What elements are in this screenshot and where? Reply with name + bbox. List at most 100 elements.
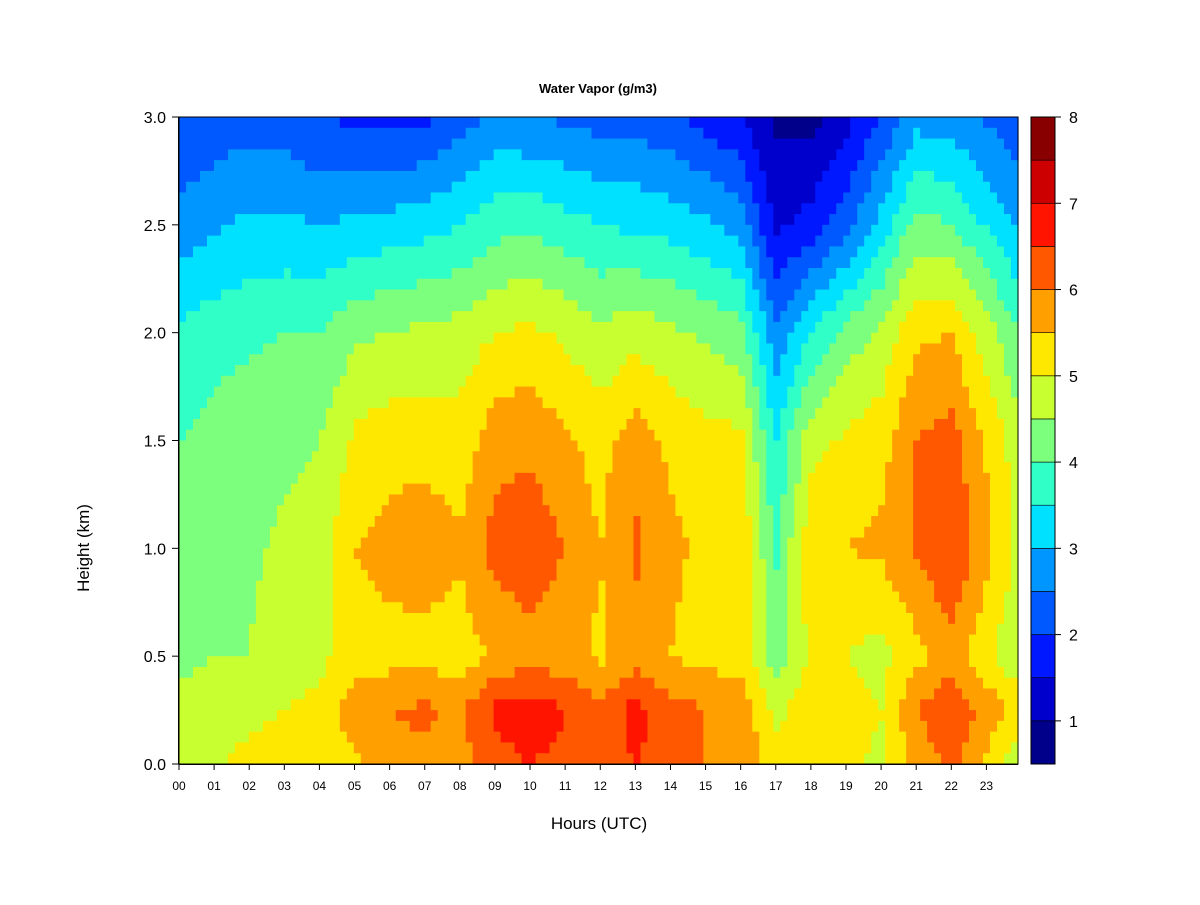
- heatmap-cell: [738, 699, 746, 711]
- heatmap-cell: [591, 203, 600, 215]
- heatmap-cell: [675, 149, 683, 161]
- heatmap-cell: [472, 494, 481, 506]
- heatmap-cell: [339, 472, 348, 485]
- heatmap-cell: [255, 569, 264, 582]
- heatmap-cell: [353, 117, 362, 129]
- heatmap-cell: [465, 548, 474, 560]
- heatmap-cell: [465, 505, 474, 517]
- heatmap-cell: [570, 526, 579, 539]
- heatmap-cell: [654, 354, 663, 366]
- heatmap-cell: [297, 526, 306, 539]
- heatmap-cell: [430, 688, 439, 700]
- heatmap-cell: [493, 731, 502, 744]
- heatmap-cell: [717, 289, 725, 301]
- heatmap-cell: [710, 451, 718, 463]
- heatmap-cell: [227, 634, 236, 646]
- heatmap-cell: [710, 354, 718, 366]
- heatmap-cell: [262, 127, 271, 140]
- heatmap-cell: [416, 160, 425, 172]
- heatmap-cell: [703, 613, 711, 625]
- heatmap-cell: [465, 300, 474, 312]
- heatmap-cell: [318, 505, 327, 517]
- heatmap-cell: [395, 332, 404, 345]
- heatmap-cell: [696, 731, 704, 744]
- heatmap-cell: [409, 117, 418, 129]
- heatmap-cell: [262, 408, 271, 420]
- heatmap-cell: [710, 602, 718, 614]
- heatmap-cell: [444, 375, 453, 388]
- heatmap-cell: [745, 267, 753, 280]
- heatmap-cell: [465, 214, 474, 226]
- heatmap-cell: [409, 289, 418, 301]
- heatmap-cell: [451, 505, 460, 517]
- heatmap-cell: [192, 418, 201, 431]
- heatmap-cell: [262, 472, 271, 485]
- heatmap-cell: [556, 365, 565, 377]
- heatmap-cell: [640, 375, 649, 388]
- heatmap-cell: [675, 613, 683, 625]
- heatmap-cell: [612, 235, 621, 247]
- heatmap-cell: [654, 127, 663, 140]
- heatmap-cell: [213, 634, 222, 646]
- heatmap-cell: [675, 515, 683, 528]
- heatmap-cell: [731, 483, 739, 496]
- heatmap-cell: [710, 580, 718, 593]
- heatmap-cell: [542, 472, 551, 485]
- heatmap-cell: [213, 537, 222, 549]
- heatmap-cell: [269, 656, 278, 668]
- heatmap-cell: [311, 494, 320, 506]
- heatmap-cell: [682, 731, 690, 744]
- heatmap-cell: [311, 505, 320, 517]
- heatmap-cell: [717, 634, 725, 646]
- heatmap-cell: [353, 494, 362, 506]
- heatmap-cell: [556, 267, 565, 280]
- heatmap-cell: [752, 192, 760, 204]
- heatmap-cell: [311, 472, 320, 485]
- heatmap-cell: [521, 602, 530, 614]
- heatmap-cell: [339, 181, 348, 194]
- heatmap-cell: [430, 720, 439, 733]
- heatmap-cell: [514, 440, 523, 452]
- heatmap-cell: [395, 170, 404, 183]
- heatmap-cell: [689, 354, 697, 366]
- heatmap-cell: [213, 699, 222, 711]
- heatmap-cell: [563, 440, 572, 452]
- heatmap-cell: [633, 343, 642, 355]
- heatmap-cell: [542, 731, 551, 744]
- heatmap-cell: [353, 699, 362, 711]
- heatmap-cell: [388, 321, 397, 334]
- heatmap-cell: [395, 203, 404, 215]
- heatmap-cell: [556, 677, 565, 690]
- heatmap-cell: [675, 321, 683, 334]
- heatmap-cell: [423, 170, 432, 183]
- heatmap-cell: [654, 710, 663, 722]
- heatmap-cell: [556, 170, 565, 183]
- heatmap-cell: [507, 494, 516, 506]
- heatmap-cell: [437, 666, 446, 679]
- heatmap-cell: [612, 591, 621, 603]
- heatmap-cell: [367, 645, 376, 657]
- heatmap-cell: [542, 408, 551, 420]
- heatmap-cell: [185, 753, 194, 765]
- heatmap-cell: [234, 440, 243, 452]
- heatmap-cell: [640, 321, 649, 334]
- heatmap-cell: [444, 515, 453, 528]
- heatmap-cell: [675, 246, 683, 258]
- heatmap-cell: [206, 192, 215, 204]
- heatmap-cell: [619, 440, 628, 452]
- heatmap-cell: [409, 559, 418, 571]
- heatmap-cell: [626, 515, 635, 528]
- heatmap-cell: [388, 138, 397, 150]
- heatmap-cell: [577, 418, 586, 431]
- heatmap-cell: [290, 300, 299, 312]
- heatmap-cell: [591, 559, 600, 571]
- heatmap-cell: [570, 548, 579, 560]
- heatmap-cell: [276, 753, 285, 765]
- heatmap-cell: [374, 354, 383, 366]
- heatmap-cell: [283, 753, 292, 765]
- heatmap-cell: [185, 472, 194, 485]
- heatmap-cell: [437, 224, 446, 237]
- heatmap-cell: [297, 257, 306, 269]
- heatmap-cell: [395, 548, 404, 560]
- heatmap-cell: [318, 688, 327, 700]
